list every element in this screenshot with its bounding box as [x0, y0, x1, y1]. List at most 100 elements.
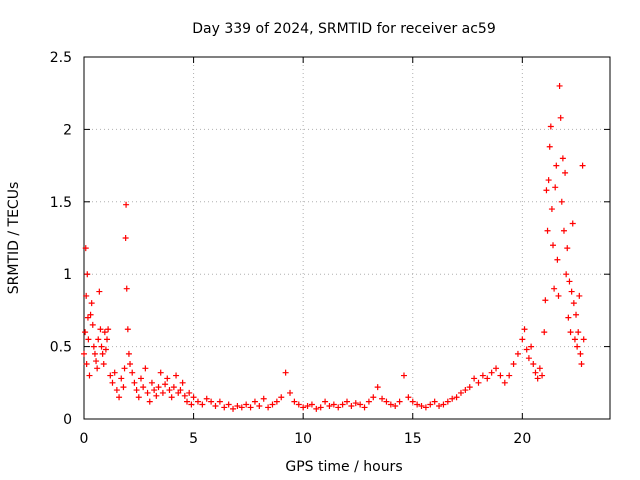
- data-point: [453, 394, 460, 401]
- data-point: [569, 220, 576, 227]
- data-point: [234, 402, 241, 409]
- data-point: [97, 326, 104, 333]
- data-point: [510, 360, 517, 367]
- data-point: [574, 343, 581, 350]
- data-point: [98, 343, 105, 350]
- y-tick-label: 2.5: [50, 50, 72, 66]
- x-tick-label: 5: [189, 431, 198, 447]
- data-point: [562, 169, 569, 176]
- data-point: [573, 311, 580, 318]
- data-point: [104, 336, 111, 343]
- data-point: [216, 398, 223, 405]
- data-point: [542, 297, 549, 304]
- data-point: [140, 384, 147, 391]
- data-point: [122, 235, 129, 241]
- data-point: [82, 329, 89, 336]
- x-tick-label: 20: [513, 431, 531, 447]
- data-point: [396, 398, 403, 405]
- data-point: [86, 372, 93, 379]
- data-point: [153, 392, 160, 399]
- data-point: [221, 404, 228, 411]
- data-point: [100, 360, 107, 367]
- data-point: [553, 162, 560, 169]
- data-point: [348, 402, 355, 409]
- data-point: [392, 402, 399, 409]
- data-point: [83, 292, 90, 299]
- data-point: [547, 123, 554, 130]
- data-point: [352, 400, 359, 407]
- data-point: [551, 285, 558, 292]
- data-point: [444, 398, 451, 405]
- x-tick-label: 15: [404, 431, 422, 447]
- data-point: [557, 114, 564, 121]
- y-tick-label: 1: [63, 267, 72, 283]
- data-point: [96, 288, 103, 295]
- data-point: [109, 379, 116, 386]
- data-point: [313, 405, 320, 412]
- data-point: [159, 389, 166, 396]
- data-point: [243, 401, 250, 408]
- data-point: [101, 329, 108, 336]
- data-point: [107, 372, 114, 379]
- data-point: [208, 398, 215, 405]
- data-point: [525, 355, 532, 362]
- data-point: [99, 350, 106, 357]
- data-point: [563, 271, 570, 278]
- data-point: [383, 398, 390, 405]
- data-point: [105, 326, 112, 333]
- data-point: [493, 365, 500, 372]
- data-point: [225, 401, 232, 408]
- data-point: [146, 398, 153, 405]
- data-point: [579, 162, 586, 169]
- data-point: [558, 198, 565, 205]
- data-point: [545, 177, 552, 184]
- data-point: [532, 369, 539, 376]
- data-point: [94, 365, 101, 372]
- y-tick-label: 0: [63, 412, 72, 428]
- data-point: [555, 292, 562, 299]
- data-point: [295, 401, 302, 408]
- data-point: [436, 402, 443, 409]
- data-point: [111, 369, 118, 376]
- data-point: [123, 285, 130, 292]
- data-point: [335, 404, 342, 411]
- data-point: [173, 372, 180, 379]
- data-point: [541, 329, 548, 336]
- data-point: [179, 379, 186, 386]
- data-point: [400, 372, 407, 379]
- data-point: [164, 375, 171, 382]
- data-point: [89, 321, 96, 328]
- data-point: [166, 387, 173, 394]
- data-point: [125, 350, 132, 357]
- data-point: [501, 379, 508, 386]
- data-point: [144, 389, 151, 396]
- data-point: [127, 360, 134, 367]
- data-point: [81, 350, 87, 357]
- data-point: [556, 82, 563, 89]
- data-point: [567, 329, 574, 336]
- data-point: [278, 394, 285, 401]
- data-point: [326, 402, 333, 409]
- data-point: [387, 401, 394, 408]
- data-point: [405, 394, 412, 401]
- data-point: [536, 365, 543, 372]
- chart-title: Day 339 of 2024, SRMTID for receiver ac5…: [192, 21, 496, 37]
- data-point: [151, 387, 158, 394]
- data-point: [330, 401, 337, 408]
- data-point: [142, 365, 149, 372]
- data-point: [137, 375, 144, 382]
- data-point: [544, 227, 551, 234]
- data-point: [374, 384, 381, 391]
- data-point: [203, 395, 210, 402]
- data-point: [365, 398, 372, 405]
- data-point: [414, 401, 421, 408]
- data-point: [357, 401, 364, 408]
- x-tick-label: 10: [294, 431, 312, 447]
- y-tick-label: 0.5: [50, 340, 72, 356]
- data-point: [514, 350, 521, 357]
- data-point: [273, 398, 280, 405]
- data-point: [102, 346, 109, 353]
- data-point: [523, 346, 530, 353]
- data-point: [543, 187, 550, 194]
- data-point: [431, 398, 438, 405]
